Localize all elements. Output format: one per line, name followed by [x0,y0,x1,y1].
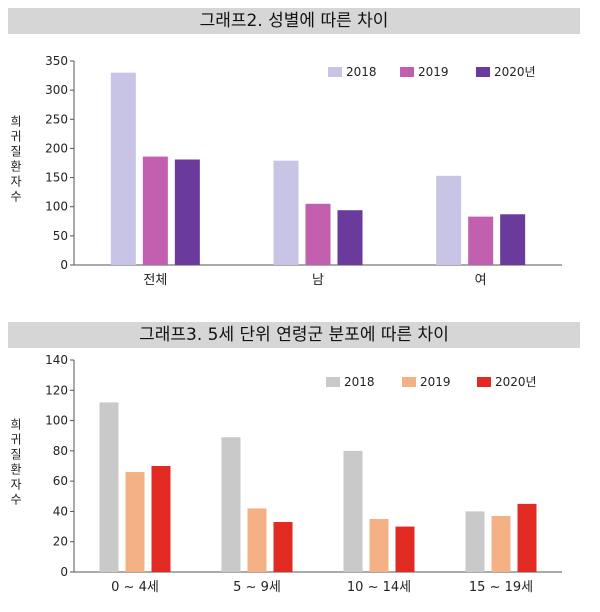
chart1-y-tick-label: 300 [45,83,68,97]
chart1-y-tick-label: 150 [45,171,68,185]
chart2-bar [221,437,241,572]
chart2-bar [465,511,485,572]
chart1-y-tick-label: 50 [53,229,68,243]
chart1-bar [174,159,200,265]
chart2-y-tick-label: 80 [53,444,68,458]
chart1-legend-swatch [476,67,490,77]
chart2-bar [99,402,119,572]
chart2-legend-swatch [477,377,491,387]
chart2-bar [125,472,145,572]
chart2-bar [395,526,415,572]
chart2-bar [369,519,389,572]
chart1-y-tick-label: 0 [60,258,68,272]
chart1-x-tick-label: 전체 [143,273,167,288]
chart1-bar [110,72,136,266]
chart1-bar [468,216,494,265]
chart2-bar [491,515,511,572]
chart1-legend-label: 2020년 [494,65,536,79]
chart1-y-tick-label: 250 [45,112,68,126]
chart2-legend-label: 2018 [344,375,375,389]
chart1-x-tick-label: 남 [312,273,324,288]
chart1-bar [436,175,462,265]
chart2-y-tick-label: 100 [45,414,68,428]
chart1-bar [273,160,299,265]
chart2-bar [343,450,363,572]
chart2-bar [517,503,537,572]
chart2-svg: 희 귀 질 환 자 수 0 20 40 60 80 100 120 140 0 ~ 4세 5 ~ 9세 10 ~… [10,353,562,595]
chart2-x-tick-label: 15 ~ 19세 [469,580,533,595]
chart1-title: 그래프2. 성별에 따른 차이 [8,8,580,34]
chart2-y-tick-label: 40 [53,504,68,518]
chart2-legend-swatch [402,377,416,387]
chart2-bar [151,466,171,572]
chart2-x-tick-label: 10 ~ 14세 [347,580,411,595]
chart2-y-tick-label: 20 [53,535,68,549]
chart1-legend-swatch [328,67,342,77]
chart2-title: 그래프3. 5세 단위 연령군 분포에 따른 차이 [8,322,580,348]
chart1-legend-label: 2019 [418,65,449,79]
chart2-y-tick-label: 60 [53,474,68,488]
chart1-bar [500,214,526,265]
chart2-legend-label: 2019 [420,375,451,389]
chart1-legend-label: 2018 [346,65,377,79]
chart1-y-tick-label: 350 [45,54,68,68]
chart2-x-tick-label: 0 ~ 4세 [111,580,159,595]
chart2-y-tick-label: 140 [45,353,68,367]
chart2-bar [273,522,293,572]
chart2-y-tick-label: 0 [60,565,68,579]
chart2-bar [247,508,267,572]
chart2-x-tick-label: 5 ~ 9세 [233,580,281,595]
chart2-y-tick-label: 120 [45,383,68,397]
chart1-bar [142,156,168,265]
chart1-y-tick-label: 200 [45,141,68,155]
chart2-legend-swatch [326,377,340,387]
chart1-y-tick-label: 100 [45,200,68,214]
chart1-svg: 희 귀 질 환 자 수 0 50 100 150 200 250 300 350 전체 남 여 2018 2019 2… [10,54,562,288]
chart1-bar [337,210,363,265]
chart1-x-tick-label: 여 [475,273,487,288]
chart1-legend-swatch [400,67,414,77]
chart2-legend-label: 2020년 [495,375,537,389]
chart1-bar [305,203,331,265]
